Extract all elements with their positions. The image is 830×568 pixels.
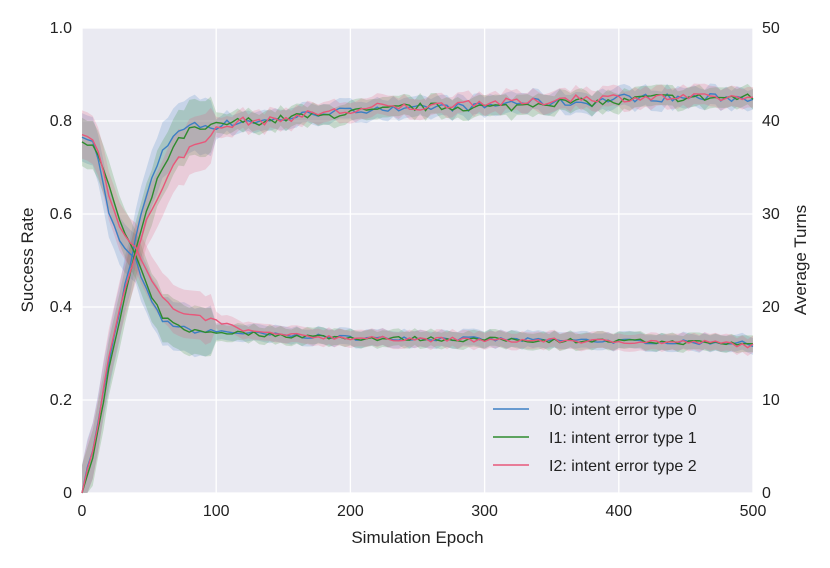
success-rate-line bbox=[81, 93, 754, 494]
y-right-tick-label: 50 bbox=[762, 20, 780, 37]
x-tick-label: 100 bbox=[203, 503, 230, 520]
legend-label: I2: intent error type 2 bbox=[549, 458, 697, 475]
legend-label: I0: intent error type 0 bbox=[549, 402, 697, 419]
x-tick-label: 500 bbox=[740, 503, 767, 520]
y-right-tick-label: 40 bbox=[762, 113, 780, 130]
legend-label: I1: intent error type 1 bbox=[549, 430, 697, 447]
average-turns-line bbox=[81, 133, 754, 349]
confidence-bands bbox=[82, 83, 753, 494]
y-right-axis-title: Average Turns bbox=[791, 205, 810, 315]
y-tick-label: 0.8 bbox=[50, 113, 72, 130]
y-tick-label: 0 bbox=[63, 485, 72, 502]
x-tick-labels: 0 100 200 300 400 500 bbox=[78, 503, 767, 520]
series-lines bbox=[81, 92, 754, 494]
y-tick-label: 0.2 bbox=[50, 392, 72, 409]
success-rate-line bbox=[81, 93, 754, 494]
grid-lines bbox=[81, 27, 754, 494]
y-right-tick-label: 0 bbox=[762, 485, 771, 502]
y-tick-labels: 0 0.2 0.4 0.6 0.8 1.0 bbox=[50, 20, 72, 502]
y-tick-label: 1.0 bbox=[50, 20, 72, 37]
y-right-tick-labels: 0 10 20 30 40 50 bbox=[762, 20, 780, 502]
legend: I0: intent error type 0 I1: intent error … bbox=[493, 402, 697, 475]
y-right-tick-label: 20 bbox=[762, 299, 780, 316]
y-right-tick-label: 10 bbox=[762, 392, 780, 409]
average-turns-band bbox=[82, 113, 753, 358]
x-tick-label: 400 bbox=[605, 503, 632, 520]
y-tick-label: 0.6 bbox=[50, 206, 72, 223]
x-tick-label: 0 bbox=[78, 503, 87, 520]
y-right-tick-label: 30 bbox=[762, 206, 780, 223]
x-tick-label: 200 bbox=[337, 503, 364, 520]
y-tick-label: 0.4 bbox=[50, 299, 72, 316]
x-axis-title: Simulation Epoch bbox=[351, 528, 483, 547]
y-axis-title: Success Rate bbox=[18, 208, 37, 313]
x-tick-label: 300 bbox=[471, 503, 498, 520]
